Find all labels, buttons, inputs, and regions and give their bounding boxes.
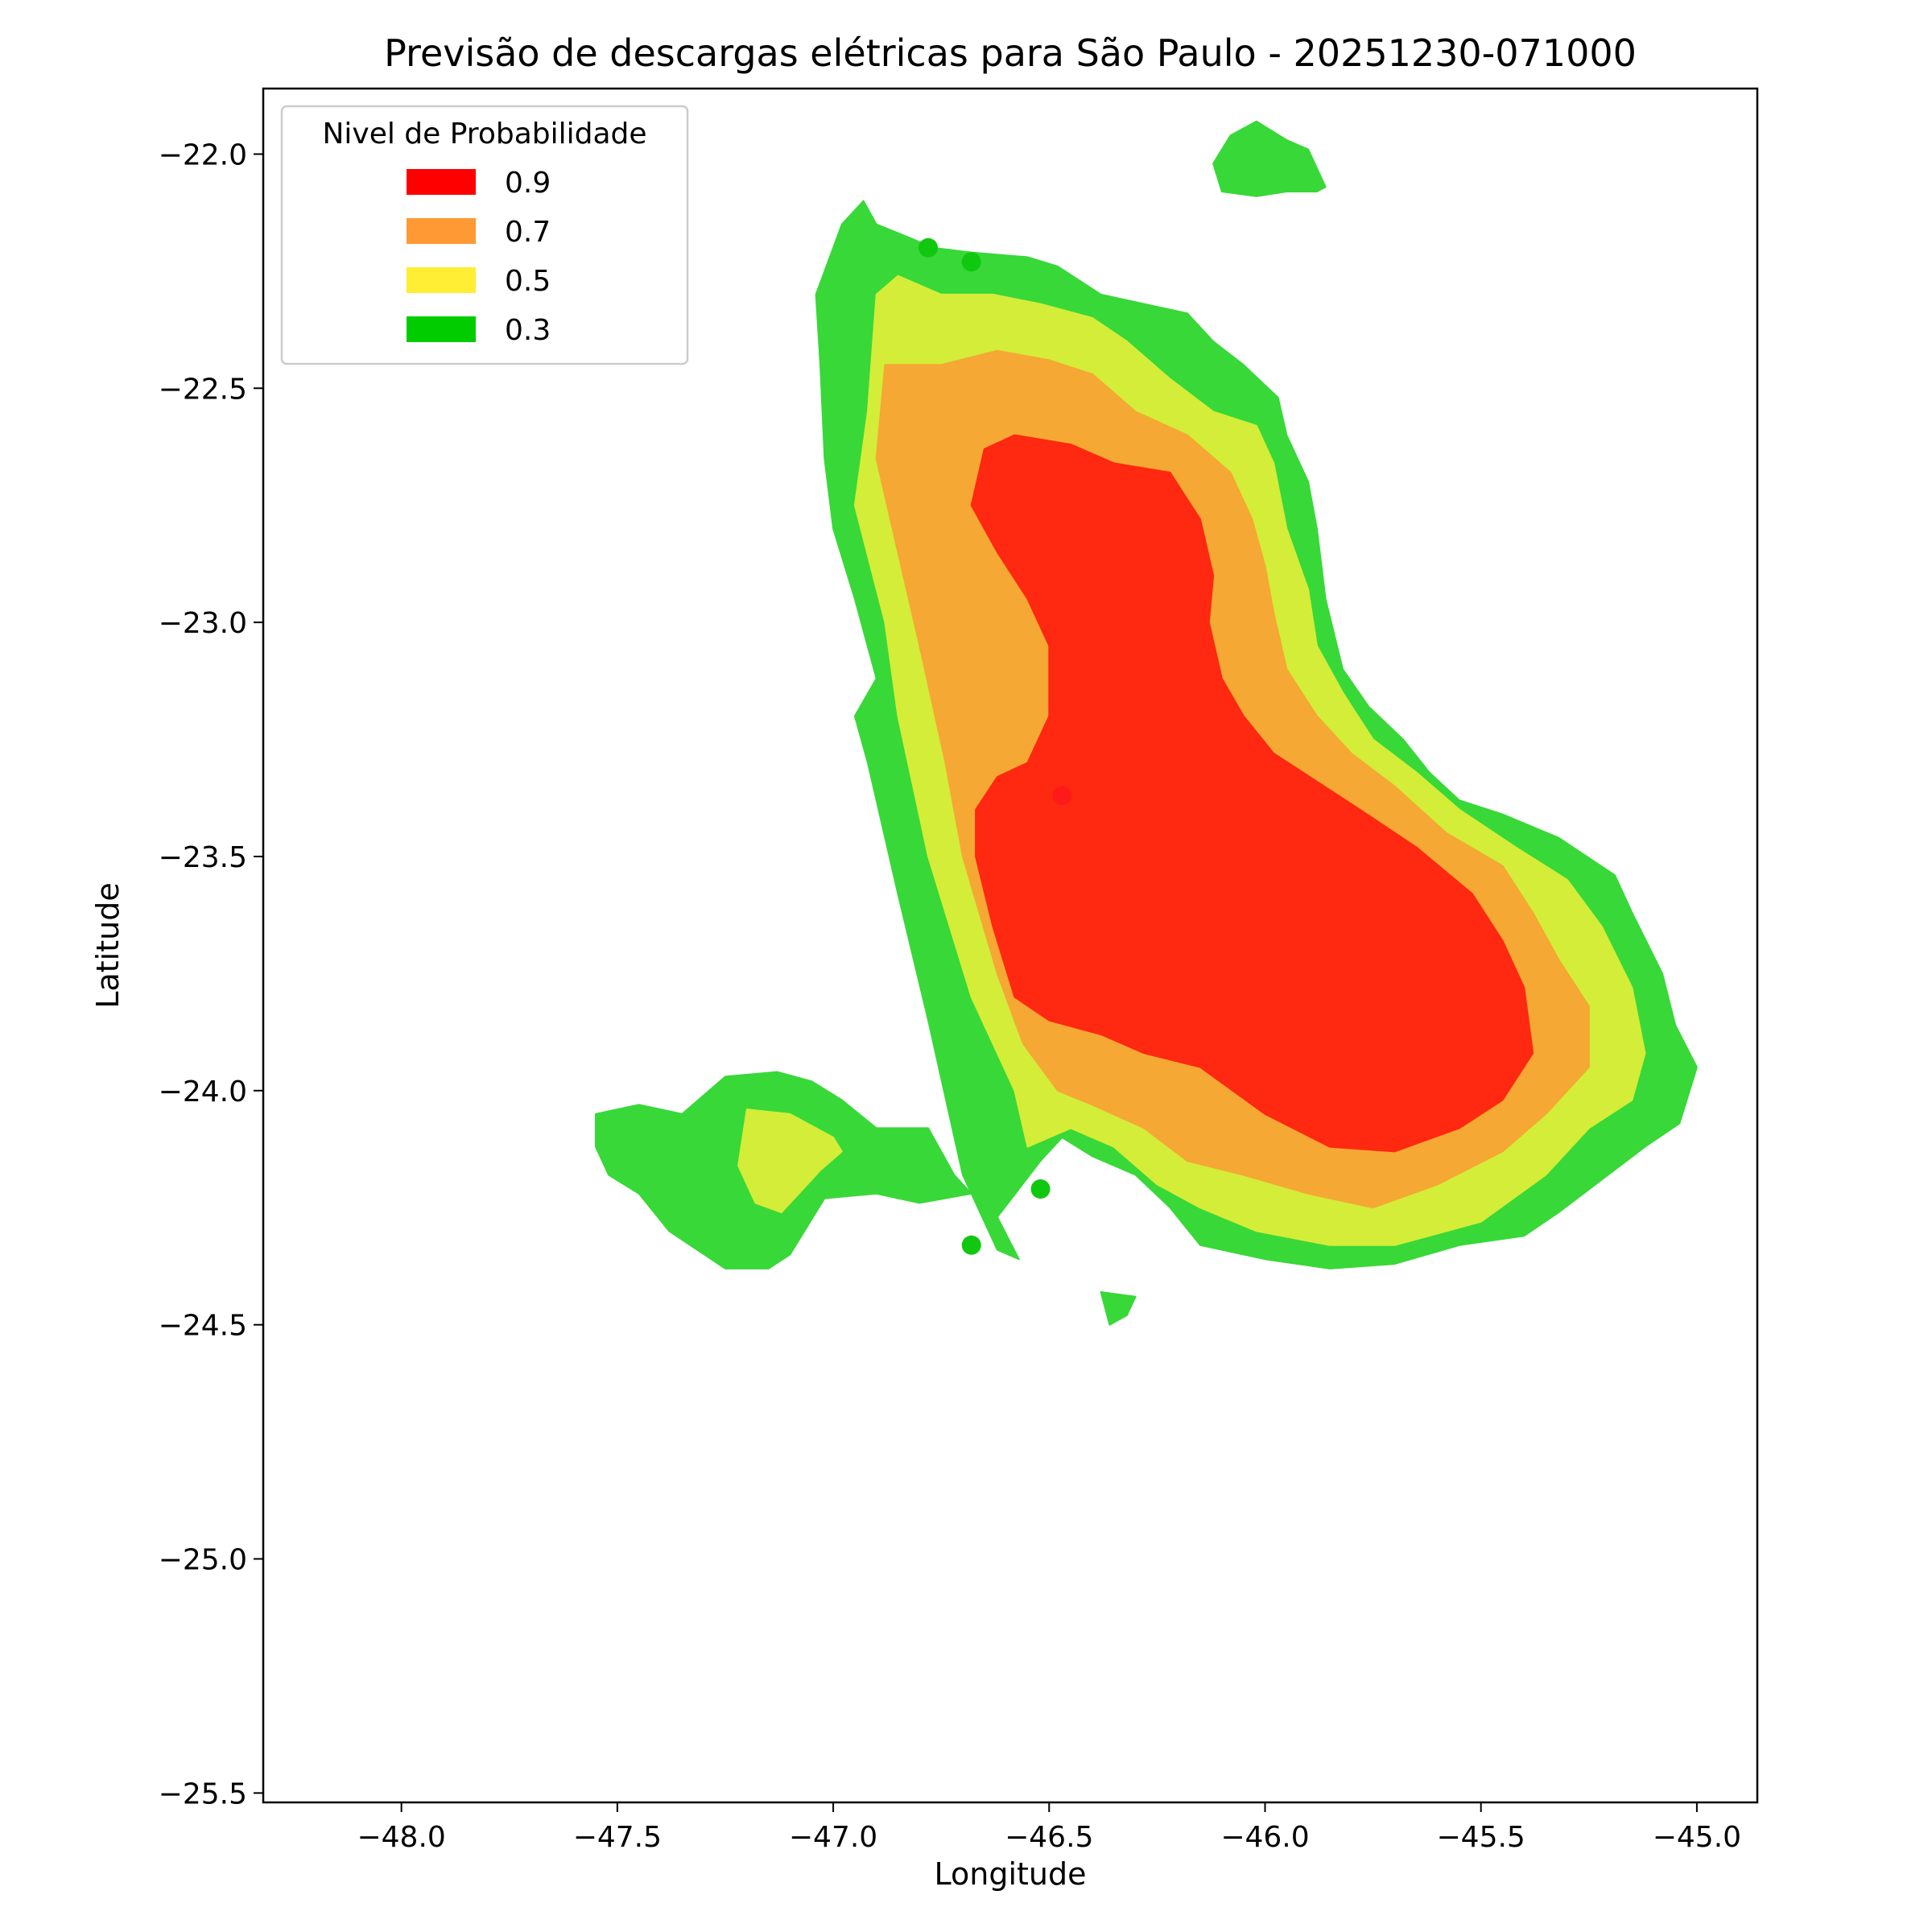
- x-axis-label: Longitude: [935, 1856, 1087, 1892]
- legend-label-07: 0.7: [505, 216, 551, 249]
- region-05-west-region: [737, 1108, 843, 1214]
- legend-swatch-05: [407, 267, 476, 293]
- contour-regions: [595, 120, 1698, 1326]
- x-tick-label: −46.5: [1005, 1821, 1093, 1854]
- y-tick-label: −23.0: [159, 607, 247, 640]
- legend-swatch-07: [407, 218, 476, 244]
- x-tick-label: −47.0: [789, 1821, 877, 1854]
- x-tick-label: −48.0: [357, 1821, 445, 1854]
- scatter-point-5: [961, 1235, 981, 1255]
- x-tick-label: −46.0: [1220, 1821, 1309, 1854]
- scatter-point-4: [1030, 1179, 1051, 1199]
- legend-label-03: 0.3: [505, 314, 551, 347]
- y-tick-label: −22.5: [159, 373, 247, 406]
- plot-frame: [262, 87, 1759, 1804]
- y-axis: −22.0 −22.5 −23.0 −23.5 −24.0 −24.5 −25.0 −25.5: [159, 138, 263, 1810]
- legend-label-09: 0.9: [505, 167, 551, 200]
- legend-swatch-09: [407, 169, 476, 195]
- y-axis-label: Latitude: [90, 882, 126, 1008]
- y-tick-label: −25.5: [159, 1777, 247, 1810]
- x-axis: −48.0 −47.5 −47.0 −46.5 −46.0 −45.5 −45.0: [357, 1802, 1741, 1854]
- legend: Nivel de Probabilidade 0.9 0.7 0.5 0.3: [280, 105, 689, 365]
- region-03-south-island: [1100, 1291, 1137, 1326]
- scatter-point-3: [1052, 786, 1072, 806]
- chart-title: Previsão de descargas elétricas para São…: [384, 31, 1637, 75]
- legend-entries: 0.9 0.7 0.5 0.3: [407, 167, 551, 347]
- scatter-points: [919, 237, 1072, 1255]
- scatter-point-2: [961, 252, 981, 272]
- legend-box: [280, 105, 689, 365]
- x-tick-label: −45.0: [1653, 1821, 1741, 1854]
- region-09-main-region: [970, 434, 1534, 1153]
- legend-label-05: 0.5: [505, 265, 551, 298]
- y-tick-label: −22.0: [159, 138, 247, 171]
- y-tick-label: −25.0: [159, 1544, 247, 1577]
- y-tick-label: −23.5: [159, 841, 247, 874]
- legend-title: Nivel de Probabilidade: [322, 118, 646, 151]
- y-tick-label: −24.5: [159, 1310, 247, 1343]
- x-tick-label: −45.5: [1437, 1821, 1525, 1854]
- scatter-point-1: [919, 237, 939, 258]
- legend-swatch-03: [407, 316, 476, 342]
- region-03-north-island: [1212, 120, 1327, 197]
- y-tick-label: −24.0: [159, 1075, 247, 1108]
- x-tick-label: −47.5: [573, 1821, 662, 1854]
